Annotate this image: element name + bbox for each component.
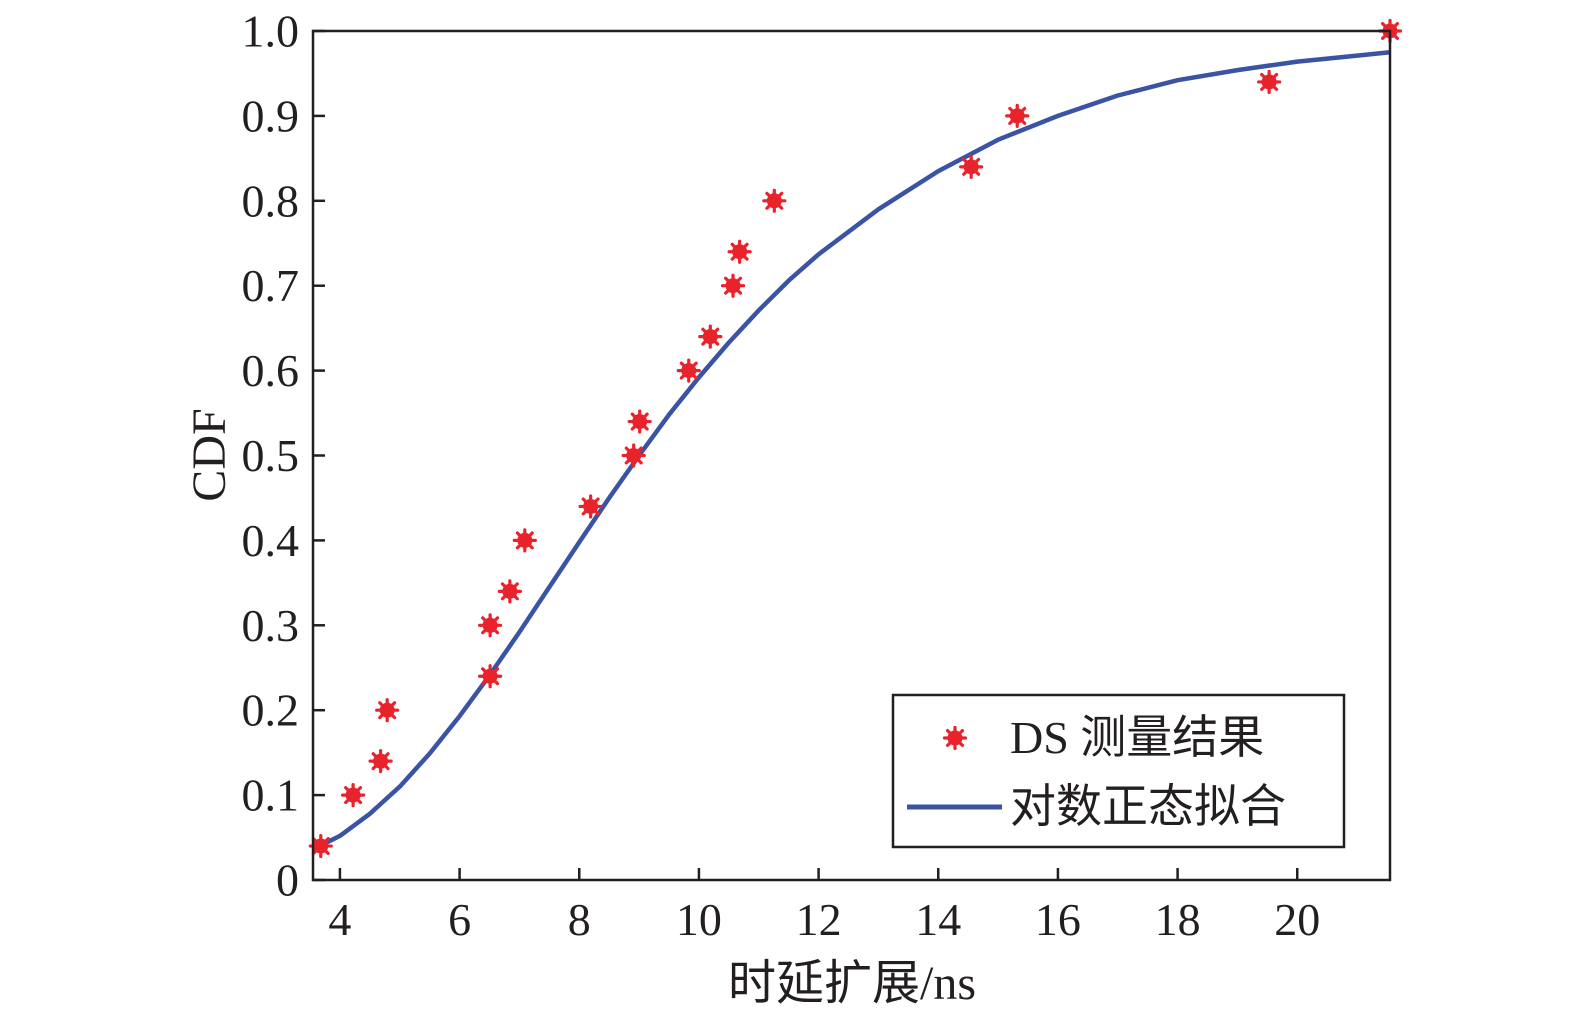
data-point (762, 188, 787, 213)
data-point (478, 613, 503, 638)
legend-label-fit: 对数正态拟合 (1010, 781, 1286, 832)
y-tick-label: 0.5 (242, 430, 300, 481)
x-tick-label: 16 (1035, 894, 1081, 945)
y-tick-label: 0.4 (242, 515, 300, 566)
data-point (375, 698, 400, 723)
x-tick-label: 10 (676, 894, 722, 945)
data-point (627, 409, 652, 434)
data-point (1005, 103, 1030, 129)
legend: DS 测量结果 对数正态拟合 (891, 693, 1346, 849)
data-point (340, 782, 366, 808)
y-tick-label: 0.1 (242, 770, 300, 821)
x-axis-title: 时延扩展/ns (728, 957, 976, 1010)
legend-scatter-marker-icon (942, 725, 968, 751)
y-axis-title: CDF (183, 408, 236, 501)
data-point (512, 528, 537, 553)
x-tick-label: 20 (1274, 894, 1320, 945)
data-point (1257, 69, 1282, 95)
x-tick-label: 8 (568, 894, 591, 945)
data-point (676, 358, 701, 383)
legend-box (891, 693, 1346, 849)
y-tick-label: 0.3 (242, 600, 300, 651)
y-tick-label: 0.9 (242, 90, 300, 141)
data-point (478, 664, 503, 689)
x-tick-label: 6 (448, 894, 471, 945)
y-tick-label: 0.6 (242, 345, 300, 396)
y-tick-label: 0.8 (242, 175, 300, 226)
data-point (578, 494, 603, 519)
y-tick-label: 0.2 (242, 685, 300, 736)
data-point (727, 239, 752, 264)
y-tick-label: 0.7 (242, 260, 300, 311)
x-tick-label: 14 (915, 894, 961, 945)
data-point (621, 443, 646, 468)
plot-area (308, 18, 1403, 859)
data-point (368, 749, 393, 774)
legend-marker-shape (942, 725, 968, 751)
y-tick-label: 1.0 (242, 6, 300, 57)
data-point (959, 154, 984, 179)
x-tick-label: 18 (1155, 894, 1201, 945)
data-point (698, 324, 723, 349)
y-tick-label: 0 (276, 855, 299, 906)
axes: 0 0.1 0.2 0.3 0.4 0.5 0.6 0.7 0.8 0.9 1.0 4 6 8 10 12 14… (242, 6, 1392, 945)
legend-label-measured: DS 测量结果 (1010, 712, 1264, 763)
data-point (497, 579, 522, 604)
data-point (720, 273, 746, 298)
x-tick-label: 4 (328, 894, 351, 945)
x-tick-label: 12 (796, 894, 842, 945)
fit-line (311, 49, 1391, 852)
data-point (308, 833, 333, 859)
